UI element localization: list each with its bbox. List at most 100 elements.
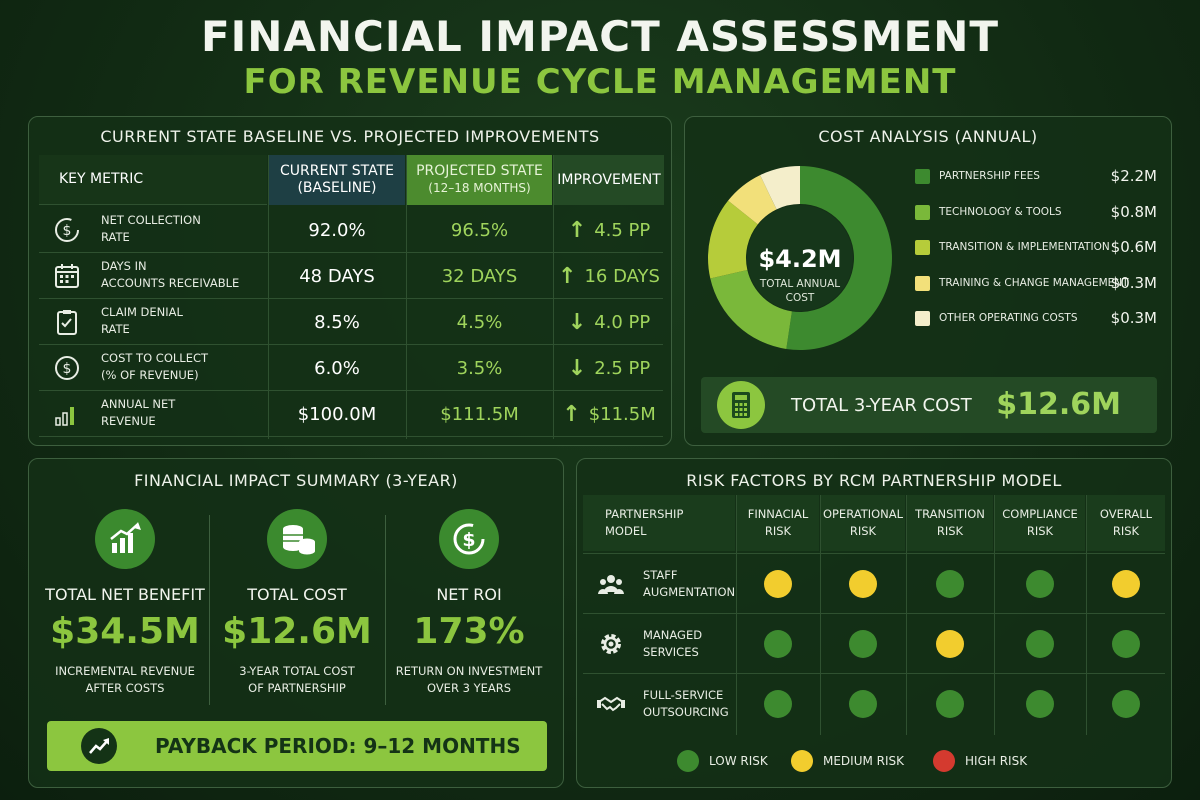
projected-header-label: PROJECTED STATE xyxy=(416,163,543,179)
current-header-sublabel: (BASELINE) xyxy=(297,180,377,196)
three-year-cost-value: $12.6M xyxy=(996,387,1121,422)
risk-column-header: FINNACIAL RISK xyxy=(737,495,819,551)
risk-legend-label: LOW RISK xyxy=(709,754,768,768)
risk-dot-low xyxy=(936,690,964,718)
kpi-desc-line-1: RETURN ON INVESTMENT xyxy=(395,664,543,678)
risk-dot-low xyxy=(849,690,877,718)
column-divider xyxy=(1086,495,1087,735)
legend-label: OTHER OPERATING COSTS xyxy=(939,312,1078,324)
column-divider xyxy=(553,155,554,439)
legend-swatch xyxy=(915,169,930,184)
table-row: $ NET COLLECTION RATE 92.0% 96.5% ↑ 4.5 PP xyxy=(39,207,663,253)
legend-label: TECHNOLOGY & TOOLS xyxy=(939,205,1062,218)
partnership-model-label: MANAGED SERVICES xyxy=(643,627,743,661)
donut-caption-line-1: TOTAL ANNUAL xyxy=(759,278,841,290)
risk-dot-medium xyxy=(849,570,877,598)
legend-value: $0.6M xyxy=(1110,238,1157,256)
risk-dot-low xyxy=(764,630,792,658)
kpi-desc-line-2: OVER 3 YEARS xyxy=(426,681,512,695)
donut-slice xyxy=(708,200,758,279)
donut-slice xyxy=(786,166,892,350)
kpi-desc-line-2: AFTER COSTS xyxy=(85,681,165,695)
risk-column-header: OVERALL RISK xyxy=(1087,495,1165,551)
projected-value: 32 DAYS xyxy=(441,265,518,287)
bar-chart-icon xyxy=(55,407,74,426)
current-value: $100.0M xyxy=(297,403,377,425)
legend-value: $0.8M xyxy=(1110,202,1157,221)
current-value: 92.0% xyxy=(308,219,366,241)
kpi-label: TOTAL NET BENEFIT xyxy=(45,585,205,604)
risk-dot-low xyxy=(1026,690,1054,718)
current-column-header: CURRENT STATE (BASELINE) xyxy=(269,155,405,205)
legend-item: OTHER OPERATING COSTS $0.3M xyxy=(911,309,1161,329)
legend-item: TECHNOLOGY & TOOLS $0.8M xyxy=(911,203,1161,223)
gear-icon xyxy=(601,634,621,654)
kpi-net-roi: $ NET ROI 173% RETURN ON INVESTMENT OVER… xyxy=(381,509,557,709)
kpi-divider xyxy=(209,515,210,705)
donut-hole xyxy=(747,205,853,311)
projected-value: 3.5% xyxy=(456,357,503,379)
table-row: ANNUAL NET REVENUE $100.0M $111.5M ↑ $11.5M xyxy=(39,391,663,437)
projected-value: $111.5M xyxy=(440,403,519,425)
arrow-down-icon: ↓ xyxy=(567,309,587,335)
legend-label: TRAINING & CHANGE MANAGEMENT xyxy=(939,276,1129,289)
metric-label: COST TO COLLECT (% OF REVENUE) xyxy=(101,350,261,384)
partnership-model-label: STAFF AUGMENTATION xyxy=(643,567,743,601)
legend-label: PARTNERSHIP FEES xyxy=(939,170,1040,182)
risk-dot-low xyxy=(764,690,792,718)
column-divider xyxy=(906,495,907,735)
metric-label-line-2: ACCOUNTS RECEIVABLE xyxy=(101,276,240,290)
risk-column-header: COMPLIANCE RISK xyxy=(995,495,1085,551)
kpi-desc-line-1: INCREMENTAL REVENUE xyxy=(55,664,195,678)
arrow-down-icon: ↓ xyxy=(567,355,587,381)
improvement-value: ↑ 16 DAYS xyxy=(554,253,664,299)
handshake-icon xyxy=(597,696,625,712)
current-value: 48 DAYS xyxy=(299,265,375,287)
trend-up-icon xyxy=(81,728,117,764)
impact-panel: FINANCIAL IMPACT SUMMARY (3-YEAR) TOTAL … xyxy=(28,458,564,788)
people-group-icon xyxy=(598,575,624,594)
legend-swatch xyxy=(915,240,930,255)
legend-swatch xyxy=(915,275,930,291)
calendar-icon xyxy=(55,264,79,288)
risk-column-header: OPERATIONAL RISK xyxy=(821,495,905,551)
risk-dot-medium xyxy=(764,570,792,598)
risk-header-line-2: RISK xyxy=(1026,524,1054,538)
metric-header-label: KEY METRIC xyxy=(59,171,144,187)
metric-label-line-1: DAYS IN xyxy=(101,259,147,273)
model-label-line-1: STAFF xyxy=(643,568,678,582)
projected-column-header: PROJECTED STATE (12–18 MONTHS) xyxy=(407,155,552,205)
risk-header-line-1: TRANSITION xyxy=(915,507,985,521)
donut-total-value: $4.2M xyxy=(758,245,842,273)
improvement-text: 4.0 PP xyxy=(594,311,651,333)
metric-label-line-1: ANNUAL NET xyxy=(101,397,176,411)
risk-row: FULL-SERVICE OUTSOURCING xyxy=(583,673,1165,733)
improvement-value: ↓ 4.0 PP xyxy=(554,299,664,345)
legend-item: TRAINING & CHANGE MANAGEMENT $0.3M xyxy=(911,274,1161,294)
improvement-header-label: IMPROVEMENT xyxy=(557,171,661,188)
legend-value: $2.2M xyxy=(1110,167,1157,185)
growth-chart-icon xyxy=(95,509,155,569)
dollar-coin-icon: $ xyxy=(55,356,79,380)
model-label-line-2: SERVICES xyxy=(643,645,699,659)
metric-label-line-1: COST TO COLLECT xyxy=(101,351,209,365)
risk-legend-label: HIGH RISK xyxy=(965,754,1028,768)
baseline-panel-title: CURRENT STATE BASELINE VS. PROJECTED IMP… xyxy=(100,127,600,146)
arrow-up-icon: ↑ xyxy=(558,263,577,289)
risk-dot-medium xyxy=(1112,570,1140,598)
current-value: 8.5% xyxy=(314,311,360,333)
model-label-line-1: FULL-SERVICE xyxy=(643,688,724,702)
table-row: CLAIM DENIAL RATE 8.5% 4.5% ↓ 4.0 PP xyxy=(39,299,663,345)
kpi-desc-line-1: 3-YEAR TOTAL COST xyxy=(239,664,355,678)
dollar-cycle-icon: $ xyxy=(55,218,79,242)
metric-label: ANNUAL NET REVENUE xyxy=(101,396,261,430)
kpi-label: TOTAL COST xyxy=(247,585,347,604)
kpi-description: INCREMENTAL REVENUE AFTER COSTS xyxy=(37,663,213,697)
metric-label: DAYS IN ACCOUNTS RECEIVABLE xyxy=(101,258,261,292)
cost-panel-title: COST ANALYSIS (ANNUAL) xyxy=(818,127,1038,146)
risk-dot-low xyxy=(1112,690,1140,718)
risk-header-line-1: COMPLIANCE xyxy=(1002,507,1078,521)
svg-text:$: $ xyxy=(63,223,72,239)
risk-legend-label: MEDIUM RISK xyxy=(823,754,905,768)
legend-value: $0.3M xyxy=(1110,273,1157,292)
